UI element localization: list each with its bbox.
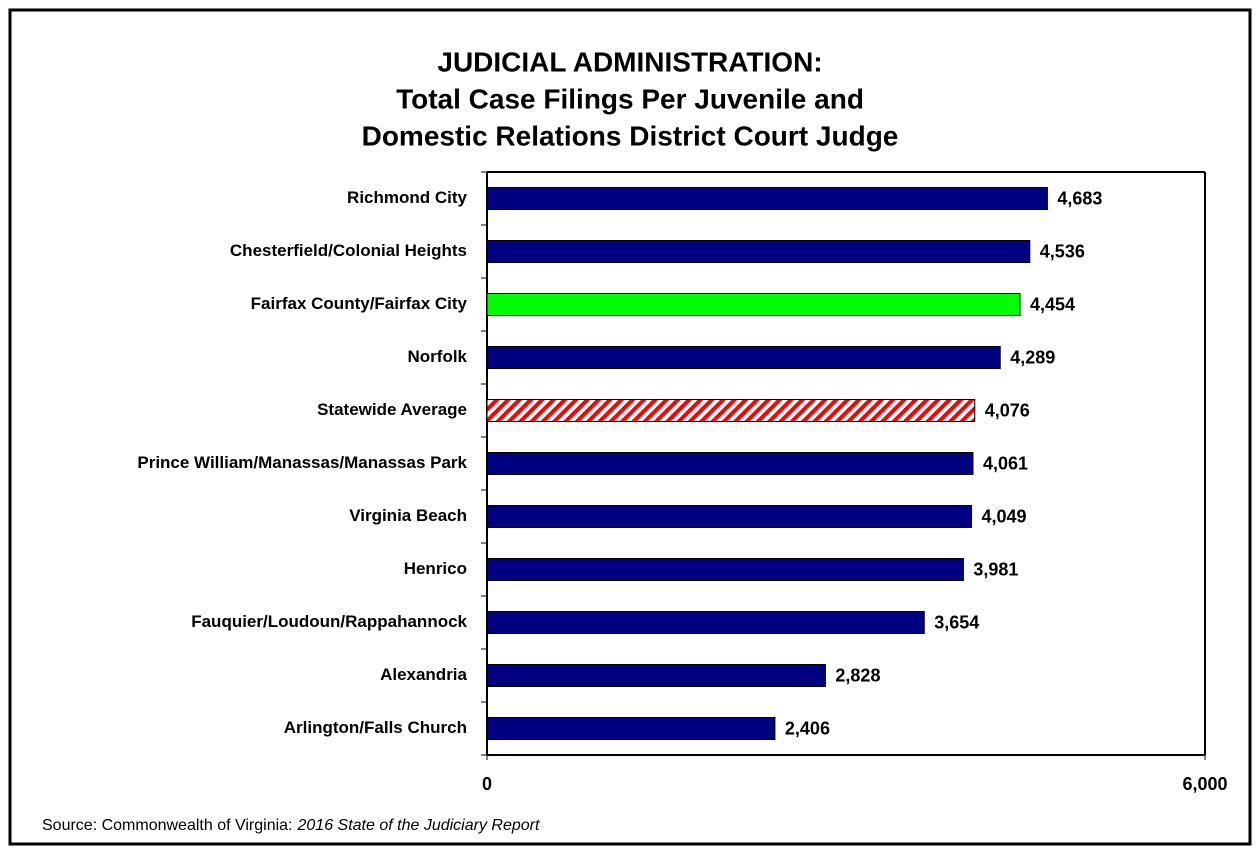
bar bbox=[486, 293, 1021, 316]
value-label: 4,454 bbox=[1030, 294, 1075, 314]
value-label: 4,536 bbox=[1040, 241, 1085, 261]
source-text: Source: Commonwealth of Virginia: bbox=[42, 817, 293, 834]
bar bbox=[486, 346, 1001, 369]
chart-title: Total Case Filings Per Juvenile and bbox=[396, 83, 864, 114]
category-label: Prince William/Manassas/Manassas Park bbox=[137, 453, 467, 472]
bar bbox=[486, 452, 974, 475]
category-label: Virginia Beach bbox=[349, 506, 467, 525]
category-label: Fauquier/Loudoun/Rappahannock bbox=[191, 612, 467, 631]
category-label: Chesterfield/Colonial Heights bbox=[230, 241, 467, 260]
chart-title: Domestic Relations District Court Judge bbox=[362, 120, 899, 151]
x-tick-label: 0 bbox=[482, 774, 492, 794]
value-label: 2,406 bbox=[785, 718, 830, 738]
value-label: 3,654 bbox=[934, 612, 979, 632]
category-label: Statewide Average bbox=[317, 400, 467, 419]
bar bbox=[486, 664, 826, 687]
category-label: Henrico bbox=[404, 559, 467, 578]
bar bbox=[486, 611, 925, 634]
value-label: 4,076 bbox=[985, 400, 1030, 420]
x-tick-label: 6,000 bbox=[1182, 774, 1227, 794]
chart-title: JUDICIAL ADMINISTRATION: bbox=[437, 46, 822, 77]
value-label: 4,289 bbox=[1010, 347, 1055, 367]
source-note: Source: Commonwealth of Virginia: 2016 St… bbox=[42, 817, 540, 834]
source-title: 2016 State of the Judiciary Report bbox=[297, 817, 540, 834]
value-label: 4,683 bbox=[1057, 188, 1102, 208]
category-label: Arlington/Falls Church bbox=[284, 718, 467, 737]
value-label: 4,061 bbox=[983, 453, 1028, 473]
category-label: Fairfax County/Fairfax City bbox=[251, 294, 468, 313]
bar bbox=[486, 187, 1048, 210]
bar bbox=[486, 717, 776, 740]
category-label: Norfolk bbox=[408, 347, 468, 366]
bar bbox=[486, 240, 1031, 263]
bar bbox=[486, 505, 973, 528]
category-label: Richmond City bbox=[347, 188, 467, 207]
category-label: Alexandria bbox=[380, 665, 467, 684]
value-label: 4,049 bbox=[982, 506, 1027, 526]
value-label: 2,828 bbox=[835, 665, 880, 685]
value-label: 3,981 bbox=[973, 559, 1018, 579]
bar bbox=[486, 558, 964, 581]
frame bbox=[8, 8, 1252, 846]
bar bbox=[486, 399, 976, 422]
